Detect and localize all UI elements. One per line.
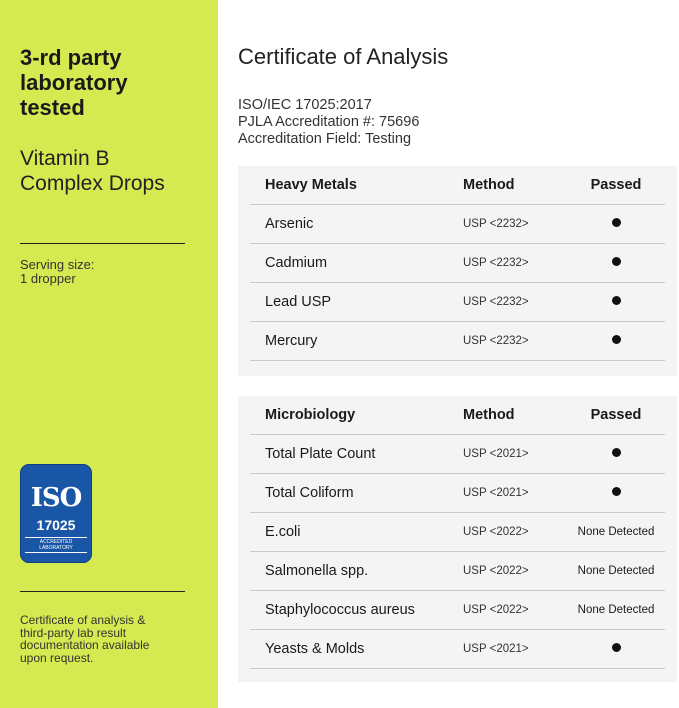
test-method: USP <2022> [463, 604, 529, 616]
divider [20, 591, 185, 592]
test-method: USP <2232> [463, 257, 529, 269]
test-result [570, 643, 662, 655]
passed-dot-icon [611, 448, 621, 457]
test-name: Cadmium [265, 255, 328, 271]
table-header: Heavy Metals Method Passed [250, 166, 665, 205]
table-row: E.coli USP <2022> None Detected [250, 513, 665, 552]
passed-dot-icon [611, 257, 621, 266]
test-result [570, 448, 662, 460]
test-result [570, 296, 662, 308]
test-method: USP <2232> [463, 296, 529, 308]
column-header: Passed [590, 407, 642, 423]
microbiology-table: Microbiology Method Passed Total Plate Cou… [238, 396, 677, 682]
test-result [570, 257, 662, 269]
table-row: Staphylococcus aureus USP <2022> None De… [250, 591, 665, 630]
table-row: Yeasts & Molds USP <2021> [250, 630, 665, 669]
table-row: Lead USP USP <2232> [250, 283, 665, 322]
left-panel: 3-rd party laboratory tested Vitamin B C… [0, 0, 218, 708]
test-name: Salmonella spp. [265, 563, 369, 579]
test-name: Total Plate Count [265, 446, 376, 462]
heading: 3-rd party laboratory tested [20, 45, 128, 120]
test-result [570, 218, 662, 230]
page-title: Certificate of Analysis [238, 44, 449, 69]
test-method: USP <2021> [463, 487, 529, 499]
test-name: Lead USP [265, 294, 332, 310]
table-row: Total Plate Count USP <2021> [250, 435, 665, 474]
test-name: E.coli [265, 524, 301, 540]
passed-dot-icon [611, 296, 621, 305]
heavy-metals-table: Heavy Metals Method Passed Arsenic USP <22… [238, 166, 677, 376]
test-name: Mercury [265, 333, 318, 349]
divider [20, 243, 185, 244]
test-result: None Detected [577, 526, 655, 538]
test-name: Arsenic [265, 216, 314, 232]
serving-size: Serving size: 1 dropper [20, 257, 95, 286]
test-method: USP <2021> [463, 448, 529, 460]
product-name: Vitamin B Complex Drops [20, 147, 165, 195]
test-name: Total Coliform [265, 485, 354, 501]
test-method: USP <2232> [463, 218, 529, 230]
test-result: None Detected [577, 604, 655, 616]
column-header: Method [463, 407, 515, 423]
table-row: Cadmium USP <2232> [250, 244, 665, 283]
column-header: Microbiology [265, 407, 356, 423]
test-name: Yeasts & Molds [265, 641, 365, 657]
passed-dot-icon [611, 218, 621, 227]
column-header: Method [463, 177, 515, 193]
column-header: Passed [590, 177, 642, 193]
test-method: USP <2021> [463, 643, 529, 655]
table-row: Mercury USP <2232> [250, 322, 665, 361]
test-method: USP <2232> [463, 335, 529, 347]
table-row: Arsenic USP <2232> [250, 205, 665, 244]
table-header: Microbiology Method Passed [250, 396, 665, 435]
test-result [570, 335, 662, 347]
test-name: Staphylococcus aureus [265, 602, 415, 618]
test-method: USP <2022> [463, 526, 529, 538]
note: Certificate of analysis & third-party la… [20, 613, 150, 665]
iso-badge-logo: ISO 17025 ACCREDITED LABORATORY [20, 464, 92, 563]
test-method: USP <2022> [463, 565, 529, 577]
passed-dot-icon [611, 335, 621, 344]
test-result [570, 487, 662, 499]
table-row: Total Coliform USP <2021> [250, 474, 665, 513]
column-header: Heavy Metals [265, 177, 357, 193]
test-result: None Detected [577, 565, 655, 577]
accreditation-info: ISO/IEC 17025:2017 PJLA Accreditation #:… [238, 97, 420, 147]
table-row: Salmonella spp. USP <2022> None Detected [250, 552, 665, 591]
passed-dot-icon [611, 487, 621, 496]
passed-dot-icon [611, 643, 621, 652]
